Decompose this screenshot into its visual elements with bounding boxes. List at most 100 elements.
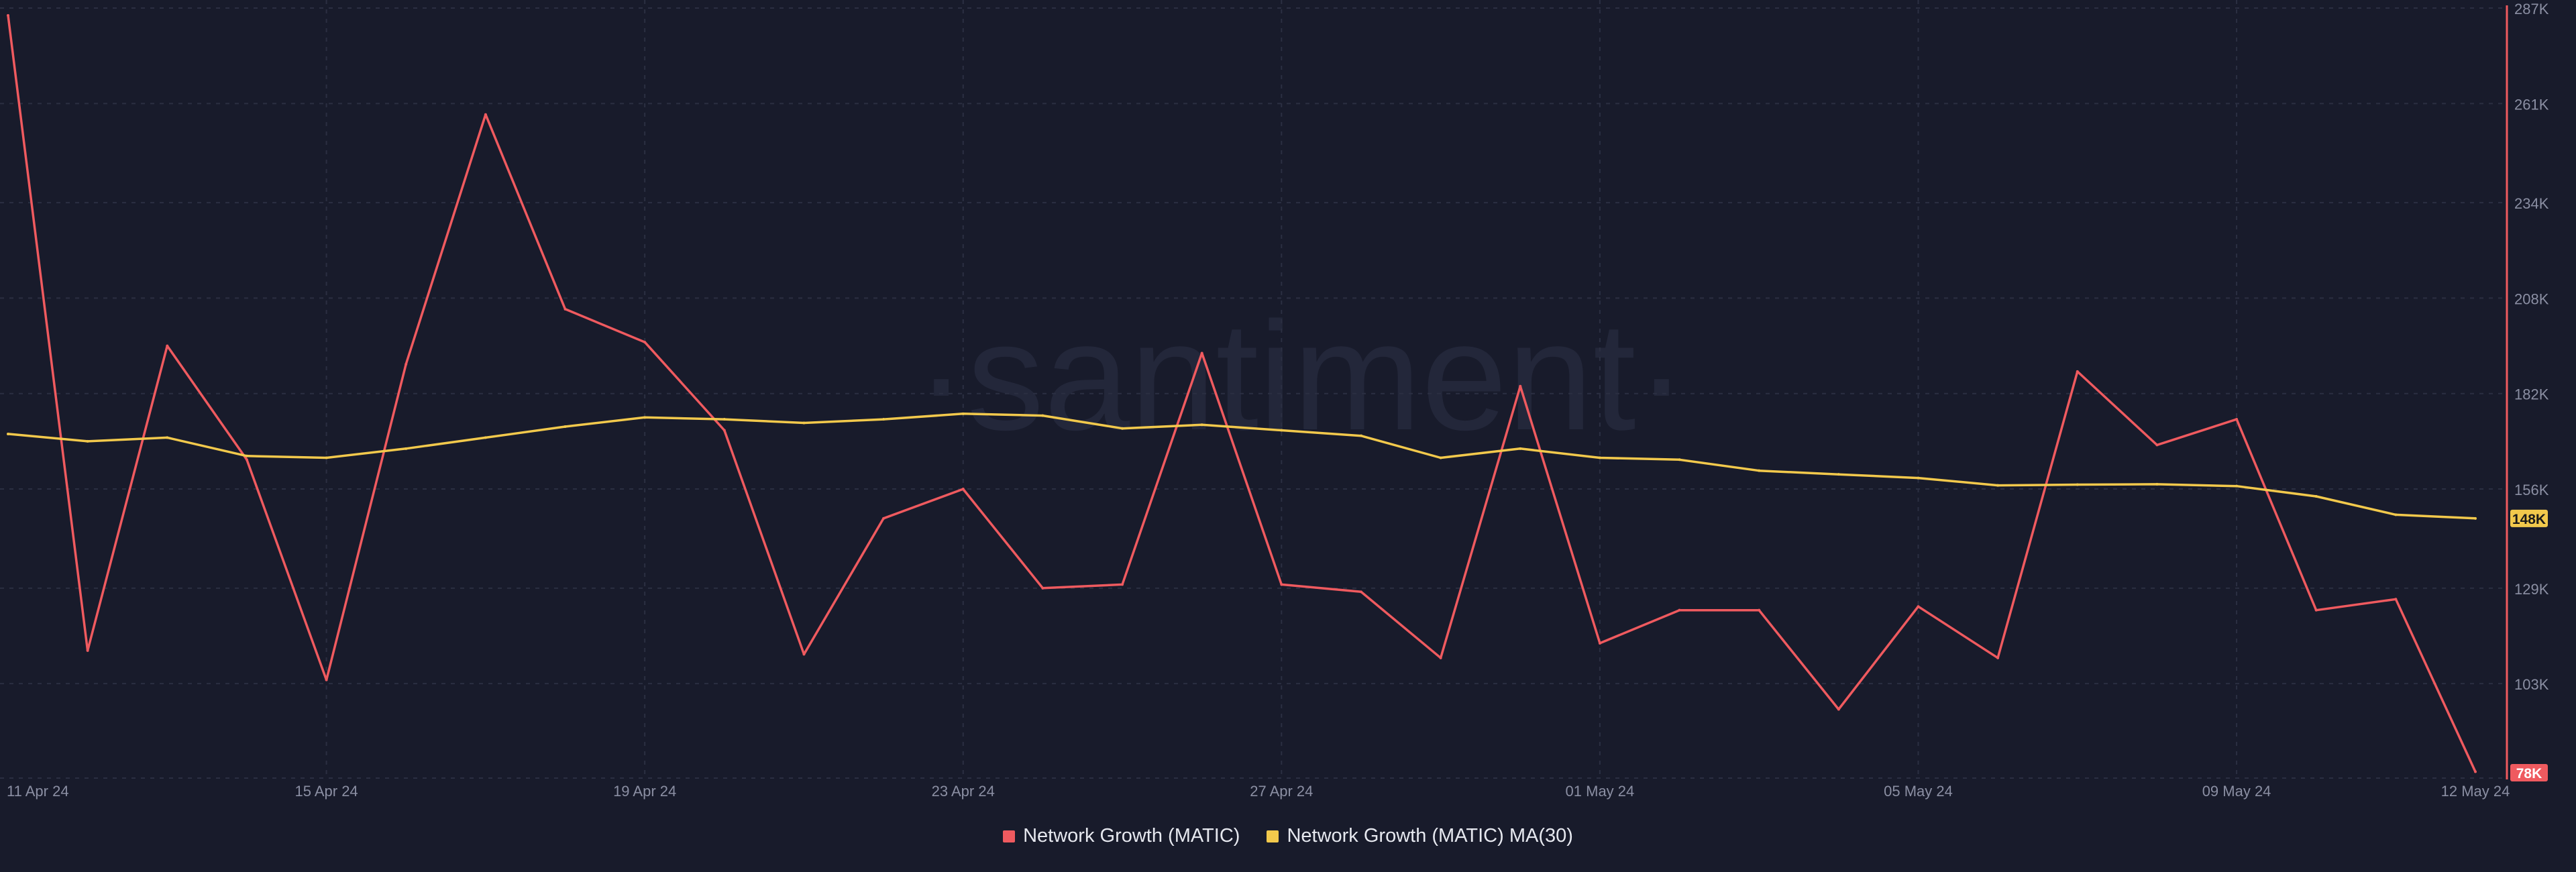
data-point-network-growth (166, 344, 169, 347)
data-point-network-growth-ma30 (1519, 447, 1522, 450)
data-point-network-growth (405, 362, 408, 366)
x-tick-label: 05 May 24 (1884, 783, 1953, 800)
series-line-network-growth-ma30 (7, 413, 2476, 520)
data-point-network-growth (2314, 608, 2318, 612)
data-point-network-growth-ma30 (1678, 458, 1681, 461)
data-point-network-growth (325, 678, 328, 682)
data-point-network-growth (1598, 641, 1601, 645)
data-point-network-growth-ma30 (1917, 476, 1920, 480)
data-point-network-growth-ma30 (722, 418, 726, 421)
data-point-network-growth-ma30 (1041, 414, 1044, 417)
x-tick-label: 15 Apr 24 (294, 783, 358, 800)
data-point-network-growth (882, 516, 885, 520)
data-point-network-growth (1359, 590, 1362, 594)
y-tick-label: 182K (2514, 386, 2549, 403)
x-tick-label: 01 May 24 (1566, 783, 1635, 800)
y-tick-label: 234K (2514, 195, 2549, 212)
data-point-network-growth (564, 307, 567, 311)
data-point-network-growth (2394, 598, 2398, 601)
data-point-network-growth (1280, 583, 1283, 586)
data-point-network-growth-ma30 (1200, 423, 1203, 427)
data-point-network-growth (1917, 605, 1920, 608)
data-point-network-growth (643, 341, 647, 344)
data-point-network-growth (2474, 770, 2477, 773)
data-point-network-growth-ma30 (1121, 427, 1124, 430)
data-point-network-growth-ma30 (86, 439, 89, 443)
data-point-network-growth-ma30 (325, 456, 328, 459)
series-line-network-growth (7, 15, 2477, 773)
last-value-badge (2510, 509, 2548, 527)
data-point-network-growth-ma30 (2076, 483, 2079, 486)
y-tick-label: 208K (2514, 290, 2549, 307)
data-point-network-growth-ma30 (405, 447, 408, 450)
data-point-network-growth-ma30 (564, 425, 567, 428)
data-point-network-growth (245, 458, 248, 461)
y-axis: 287K 261K 234K 208K 182K 156K 129K 103K (2514, 1, 2549, 693)
last-value-badges: 148K 78K (2510, 509, 2548, 781)
legend-swatch-yellow (1267, 830, 1279, 842)
x-tick-label: 23 Apr 24 (932, 783, 995, 800)
data-point-network-growth-ma30 (2314, 495, 2318, 498)
data-point-network-growth (2076, 370, 2079, 373)
data-point-network-growth-ma30 (7, 432, 9, 435)
data-point-network-growth-ma30 (1439, 456, 1442, 459)
legend-label: Network Growth (MATIC) MA(30) (1287, 825, 1573, 847)
data-point-network-growth-ma30 (166, 436, 169, 439)
data-point-network-growth (961, 488, 965, 491)
y-tick-label: 261K (2514, 96, 2549, 113)
data-point-network-growth (1837, 708, 1840, 711)
chart-legend: Network Growth (MATIC) Network Growth (M… (0, 825, 2576, 847)
data-point-network-growth (1519, 384, 1522, 388)
y-tick-label: 129K (2514, 581, 2549, 598)
data-point-network-growth-ma30 (245, 454, 248, 457)
data-point-network-growth (802, 653, 806, 656)
legend-item-network-growth[interactable]: Network Growth (MATIC) (1003, 825, 1240, 847)
x-tick-label: 09 May 24 (2202, 783, 2271, 800)
data-point-network-growth-ma30 (1359, 434, 1362, 437)
data-point-network-growth-ma30 (1758, 469, 1761, 472)
y-tick-label: 103K (2514, 676, 2549, 693)
data-point-network-growth (2235, 418, 2239, 421)
legend-item-network-growth-ma30[interactable]: Network Growth (MATIC) MA(30) (1267, 825, 1573, 847)
last-value-badge (2510, 764, 2548, 781)
data-point-network-growth-ma30 (802, 421, 806, 425)
data-point-network-growth-ma30 (1280, 429, 1283, 432)
data-point-network-growth (1121, 583, 1124, 586)
series-lines (7, 13, 2477, 773)
legend-swatch-red (1003, 830, 1016, 842)
data-point-network-growth (1996, 656, 2000, 659)
data-point-network-growth-ma30 (643, 416, 647, 419)
y-tick-label: 287K (2514, 1, 2549, 17)
data-point-network-growth-ma30 (1598, 456, 1601, 459)
data-point-network-growth (1439, 656, 1442, 659)
data-point-network-growth (2155, 443, 2159, 447)
y-tick-label: 156K (2514, 482, 2549, 498)
watermark: ·santiment· (916, 290, 1687, 462)
data-point-network-growth (7, 13, 9, 17)
data-point-network-growth (484, 113, 487, 116)
data-point-network-growth-ma30 (484, 436, 487, 439)
data-point-network-growth-ma30 (2474, 516, 2477, 520)
data-point-network-growth (1678, 608, 1681, 612)
grid-lines (0, 0, 2507, 779)
data-point-network-growth-ma30 (2235, 484, 2239, 488)
x-tick-label: 11 Apr 24 (7, 783, 69, 800)
last-value-label: 78K (2516, 766, 2542, 781)
data-point-network-growth (86, 649, 89, 652)
data-point-network-growth-ma30 (2394, 513, 2398, 516)
data-point-network-growth-ma30 (2155, 482, 2159, 486)
data-point-network-growth (1758, 608, 1761, 612)
data-point-network-growth-ma30 (882, 418, 885, 421)
data-point-network-growth-ma30 (1996, 484, 2000, 487)
legend-label: Network Growth (MATIC) (1023, 825, 1240, 847)
x-axis: 11 Apr 24 15 Apr 24 19 Apr 24 23 Apr 24 27 A… (7, 783, 2510, 800)
data-point-network-growth-ma30 (961, 412, 965, 415)
x-tick-label: 19 Apr 24 (613, 783, 676, 800)
x-tick-label: 12 May 24 (2441, 783, 2510, 800)
data-point-network-growth (1200, 351, 1203, 355)
last-value-label: 148K (2512, 512, 2546, 527)
x-tick-label: 27 Apr 24 (1250, 783, 1313, 800)
data-point-network-growth (1041, 586, 1044, 590)
data-point-network-growth (722, 429, 726, 432)
